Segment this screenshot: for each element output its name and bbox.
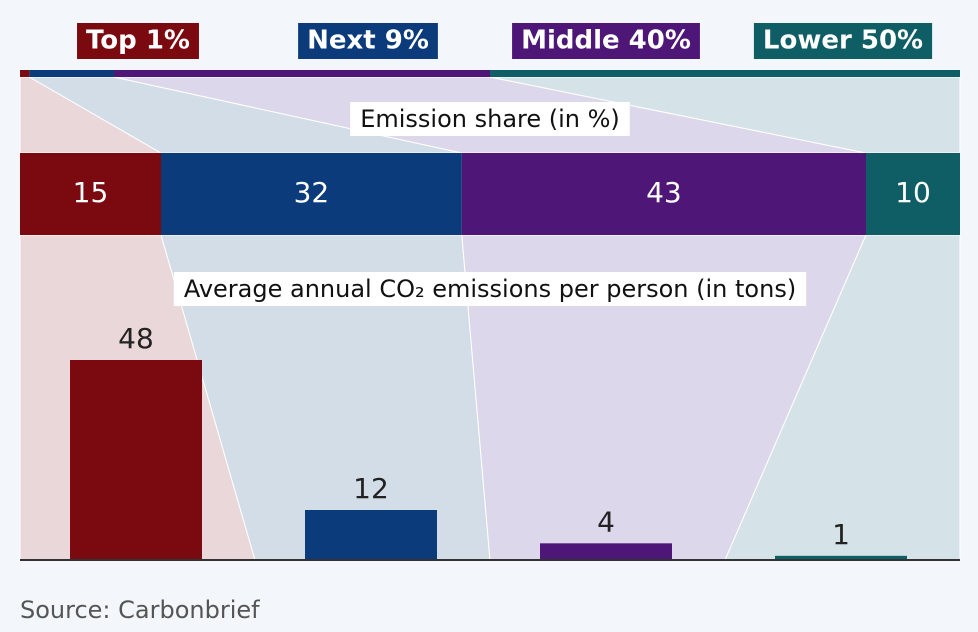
section-title-box [350, 102, 630, 136]
group-label-box [77, 23, 199, 59]
value-label: 12 [353, 472, 389, 505]
group-label: Next 9% [307, 26, 429, 56]
marks [20, 70, 960, 561]
source: Source: Carbonbrief [20, 596, 260, 624]
bar [305, 510, 437, 560]
share-label: 15 [73, 176, 109, 209]
value-label: 1 [832, 518, 850, 551]
labels: 15 48 Top 1% 32 12 Next 9% 43 4 Middle 40% 10 1 Low… [73, 23, 933, 551]
bar [540, 543, 672, 560]
group-label: Lower 50% [763, 26, 923, 56]
bar [70, 360, 202, 560]
group-label-box [512, 23, 700, 59]
population-bar [490, 70, 960, 77]
section-title-box [173, 272, 807, 306]
population-bar [29, 70, 114, 77]
group-label-box [298, 23, 438, 59]
share-label: 10 [895, 176, 931, 209]
share-label: 32 [294, 176, 330, 209]
population-bar [20, 70, 30, 77]
share-bar [461, 153, 866, 235]
share-bar [20, 153, 161, 235]
share-bar [161, 153, 462, 235]
group-label: Middle 40% [521, 26, 691, 56]
share-bar [866, 153, 960, 235]
bar [775, 555, 907, 560]
group-label: Top 1% [86, 26, 190, 56]
value-label: 4 [597, 505, 615, 538]
population-bar [114, 70, 490, 77]
group-label-box [753, 23, 933, 59]
section-title: Average annual CO₂ emissions per person … [184, 275, 796, 303]
section-title: Emission share (in %) [360, 105, 620, 133]
share-label: 43 [646, 176, 682, 209]
value-label: 48 [118, 322, 154, 355]
